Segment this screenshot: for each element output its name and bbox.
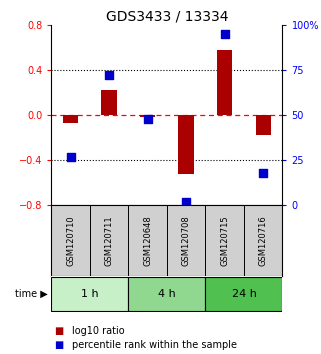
Bar xyxy=(178,115,194,174)
Bar xyxy=(140,115,155,117)
Title: GDS3433 / 13334: GDS3433 / 13334 xyxy=(106,10,228,24)
Point xyxy=(184,199,189,205)
Text: ■: ■ xyxy=(55,340,64,350)
Text: log10 ratio: log10 ratio xyxy=(72,326,125,336)
Text: GSM120716: GSM120716 xyxy=(259,215,268,266)
Text: GSM120710: GSM120710 xyxy=(66,215,75,266)
Bar xyxy=(217,50,232,115)
FancyBboxPatch shape xyxy=(128,277,205,311)
Point xyxy=(107,73,112,78)
Text: percentile rank within the sample: percentile rank within the sample xyxy=(72,340,237,350)
Point xyxy=(222,31,227,37)
Text: GSM120708: GSM120708 xyxy=(182,215,191,266)
Point xyxy=(145,116,150,121)
Bar xyxy=(63,115,78,123)
Text: GSM120648: GSM120648 xyxy=(143,215,152,266)
Text: 1 h: 1 h xyxy=(81,289,99,299)
Text: GSM120715: GSM120715 xyxy=(220,215,229,266)
Text: time ▶: time ▶ xyxy=(15,289,48,299)
Point xyxy=(261,170,266,176)
FancyBboxPatch shape xyxy=(51,277,128,311)
Text: 4 h: 4 h xyxy=(158,289,176,299)
Text: 24 h: 24 h xyxy=(231,289,256,299)
Point xyxy=(68,154,73,159)
FancyBboxPatch shape xyxy=(205,277,282,311)
Bar xyxy=(101,90,117,115)
Text: ■: ■ xyxy=(55,326,64,336)
Bar xyxy=(256,115,271,135)
Text: GSM120711: GSM120711 xyxy=(105,215,114,266)
